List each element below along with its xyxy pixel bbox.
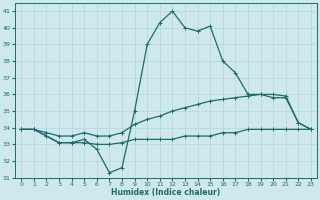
X-axis label: Humidex (Indice chaleur): Humidex (Indice chaleur) (111, 188, 221, 197)
